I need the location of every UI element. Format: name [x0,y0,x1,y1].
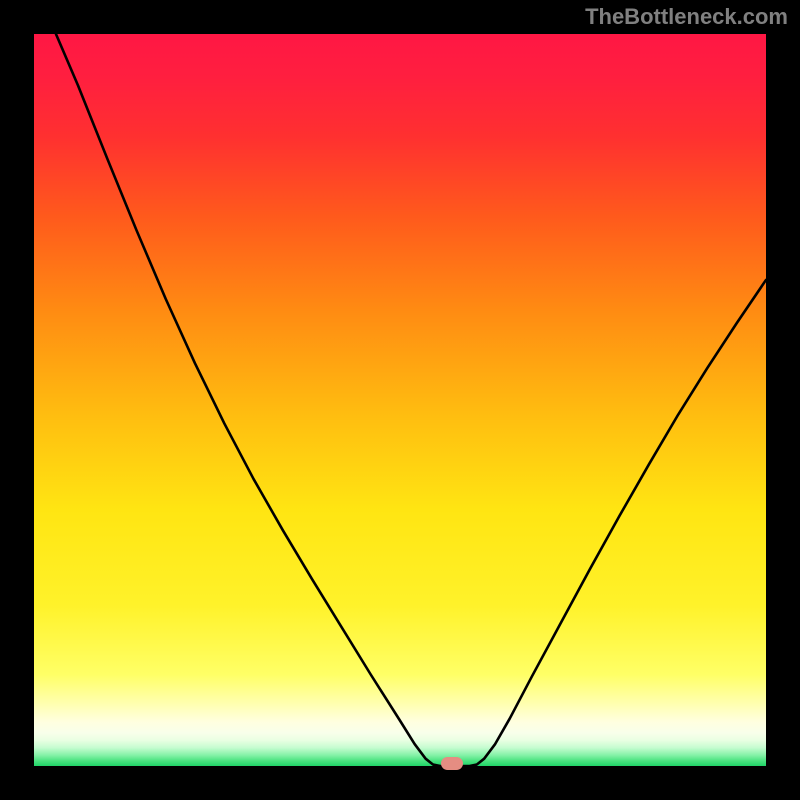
watermark-text: TheBottleneck.com [585,4,788,30]
optimal-point-marker [441,757,463,770]
bottleneck-curve-layer [0,0,800,800]
bottleneck-curve [56,34,766,766]
